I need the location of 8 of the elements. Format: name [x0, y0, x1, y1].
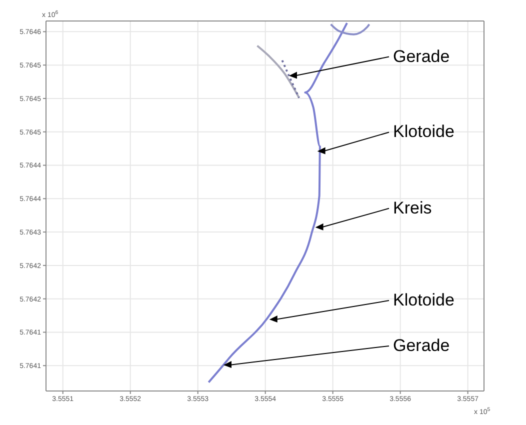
line-series: [208, 22, 348, 384]
annotation: Klotoide: [393, 290, 454, 310]
annotation: Klotoide: [393, 122, 454, 142]
annotation: Kreis: [393, 198, 432, 218]
line-series: [330, 23, 370, 36]
line-series: [256, 44, 300, 99]
annotation: Gerade: [393, 46, 450, 66]
annotation: Gerade: [393, 336, 450, 355]
